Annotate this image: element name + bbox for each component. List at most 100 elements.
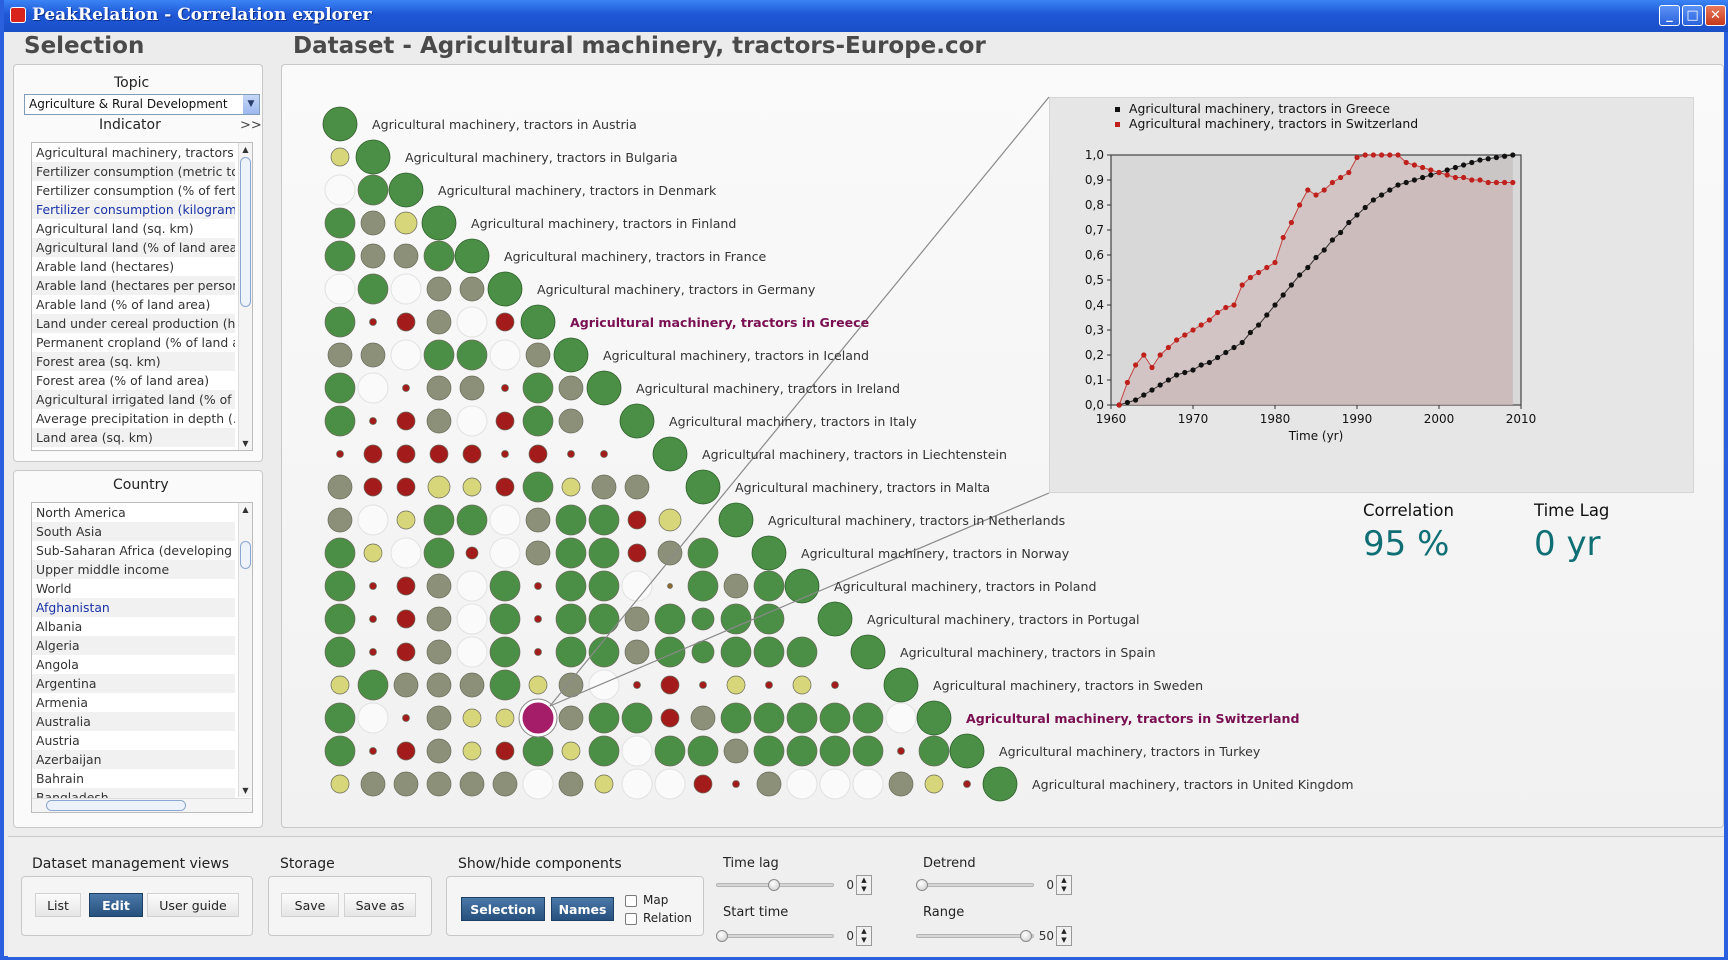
matrix-cell[interactable] xyxy=(492,771,518,797)
matrix-cell[interactable] xyxy=(363,444,383,464)
series-label[interactable]: Agricultural machinery, tractors in Irel… xyxy=(636,381,900,396)
matrix-cell[interactable] xyxy=(588,636,620,668)
matrix-cell[interactable] xyxy=(426,573,452,599)
matrix-cell[interactable] xyxy=(324,306,356,338)
matrix-cell[interactable] xyxy=(561,477,581,497)
matrix-diagonal-cell[interactable] xyxy=(916,700,952,736)
matrix-cell[interactable] xyxy=(324,636,356,668)
matrix-diagonal-cell[interactable] xyxy=(850,634,886,670)
matrix-cell[interactable] xyxy=(324,702,356,734)
matrix-cell[interactable] xyxy=(393,243,419,269)
detrend-spinner[interactable]: 0 ▲ ▼ xyxy=(1040,875,1072,895)
matrix-cell[interactable] xyxy=(627,543,647,563)
matrix-cell[interactable] xyxy=(423,240,455,272)
matrix-cell[interactable] xyxy=(462,444,482,464)
list-item[interactable]: Arable land (hectares per person) xyxy=(32,276,235,295)
matrix-cell[interactable] xyxy=(561,741,581,761)
matrix-cell[interactable] xyxy=(732,780,740,788)
matrix-cell[interactable] xyxy=(363,543,383,563)
spin-arrows-icon[interactable]: ▲ ▼ xyxy=(856,926,872,946)
matrix-cell[interactable] xyxy=(852,702,884,734)
list-item[interactable]: Upper middle income xyxy=(32,560,235,579)
detrend-slider[interactable] xyxy=(916,883,1034,887)
list-item[interactable]: Sub-Saharan Africa (developing only) xyxy=(36,543,235,558)
list-item[interactable]: Agricultural irrigated land (% of t... xyxy=(32,390,235,409)
list-item[interactable]: Azerbaijan xyxy=(32,750,235,769)
matrix-cell[interactable] xyxy=(633,681,641,689)
matrix-cell[interactable] xyxy=(396,477,416,497)
edit-button[interactable]: Edit xyxy=(89,893,143,917)
correlation-matrix[interactable]: Agricultural machinery, tractors in Aust… xyxy=(281,64,1724,828)
user-guide-button[interactable]: User guide xyxy=(147,893,239,917)
matrix-cell[interactable] xyxy=(588,603,620,635)
matrix-cell[interactable] xyxy=(423,504,455,536)
matrix-cell[interactable] xyxy=(423,537,455,569)
matrix-cell[interactable] xyxy=(396,741,416,761)
series-label[interactable]: Agricultural machinery, tractors in Fran… xyxy=(504,249,767,264)
matrix-cell[interactable] xyxy=(396,576,416,596)
series-label[interactable]: Agricultural machinery, tractors in Malt… xyxy=(735,480,990,495)
matrix-cell[interactable] xyxy=(534,648,542,656)
matrix-cell[interactable] xyxy=(690,705,716,731)
matrix-cell[interactable] xyxy=(555,537,587,569)
matrix-cell[interactable] xyxy=(426,309,452,335)
range-value-field[interactable]: 50 xyxy=(1038,929,1054,943)
matrix-cell[interactable] xyxy=(429,444,449,464)
matrix-cell[interactable] xyxy=(495,312,515,332)
matrix-cell[interactable] xyxy=(621,570,653,602)
list-item[interactable]: Angola xyxy=(36,657,79,672)
list-item[interactable]: Bahrain xyxy=(36,771,84,786)
matrix-cell[interactable] xyxy=(330,774,350,794)
matrix-cell[interactable] xyxy=(819,768,851,800)
matrix-cell[interactable] xyxy=(660,675,680,695)
series-label[interactable]: Agricultural machinery, tractors in Ital… xyxy=(669,414,917,429)
series-label[interactable]: Agricultural machinery, tractors in Swit… xyxy=(966,711,1299,726)
names-toggle-button[interactable]: Names xyxy=(551,897,614,921)
list-item[interactable]: Permanent cropland (% of land a... xyxy=(36,335,235,350)
time-lag-knob[interactable] xyxy=(768,879,780,891)
matrix-cell[interactable] xyxy=(591,474,617,500)
matrix-cell[interactable] xyxy=(786,636,818,668)
range-slider[interactable] xyxy=(916,934,1034,938)
matrix-cell[interactable] xyxy=(756,771,782,797)
time-lag-value-field[interactable]: 0 xyxy=(846,878,854,892)
expand-indicators-button[interactable]: >> xyxy=(240,118,262,133)
matrix-cell[interactable] xyxy=(792,675,812,695)
matrix-diagonal-cell[interactable] xyxy=(487,271,523,307)
range-spinner[interactable]: 50 ▲ ▼ xyxy=(1038,926,1072,946)
matrix-cell[interactable] xyxy=(765,681,773,689)
matrix-cell[interactable] xyxy=(327,474,353,500)
scroll-up-icon[interactable]: ▲ xyxy=(242,505,249,514)
series-label[interactable]: Agricultural machinery, tractors in Aust… xyxy=(372,117,637,132)
matrix-cell[interactable] xyxy=(423,339,455,371)
matrix-cell[interactable] xyxy=(336,450,344,458)
save-as-button[interactable]: Save as xyxy=(344,893,416,917)
start-time-knob[interactable] xyxy=(716,930,728,942)
matrix-cell[interactable] xyxy=(489,636,521,668)
matrix-cell[interactable] xyxy=(621,702,653,734)
matrix-cell[interactable] xyxy=(786,702,818,734)
matrix-diagonal-cell[interactable] xyxy=(322,106,358,142)
matrix-cell[interactable] xyxy=(396,411,416,431)
matrix-cell[interactable] xyxy=(897,747,905,755)
matrix-cell[interactable] xyxy=(489,537,521,569)
matrix-cell[interactable] xyxy=(363,477,383,497)
matrix-cell[interactable] xyxy=(687,735,719,767)
list-item[interactable]: South Asia xyxy=(32,522,235,541)
matrix-cell[interactable] xyxy=(489,504,521,536)
matrix-cell[interactable] xyxy=(495,477,515,497)
scroll-down-icon[interactable]: ▼ xyxy=(242,439,249,448)
matrix-cell[interactable] xyxy=(426,606,452,632)
matrix-cell[interactable] xyxy=(525,540,551,566)
series-label[interactable]: Agricultural machinery, tractors in Icel… xyxy=(603,348,869,363)
matrix-cell[interactable] xyxy=(495,411,515,431)
time-lag-spinner[interactable]: 0 ▲ ▼ xyxy=(840,875,872,895)
matrix-cell[interactable] xyxy=(528,675,548,695)
matrix-cell[interactable] xyxy=(369,582,377,590)
scroll-down-icon[interactable]: ▼ xyxy=(242,786,249,795)
matrix-diagonal-cell[interactable] xyxy=(454,238,490,274)
matrix-cell[interactable] xyxy=(888,771,914,797)
matrix-cell[interactable] xyxy=(654,735,686,767)
matrix-cell[interactable] xyxy=(390,339,422,371)
matrix-cell[interactable] xyxy=(588,504,620,536)
